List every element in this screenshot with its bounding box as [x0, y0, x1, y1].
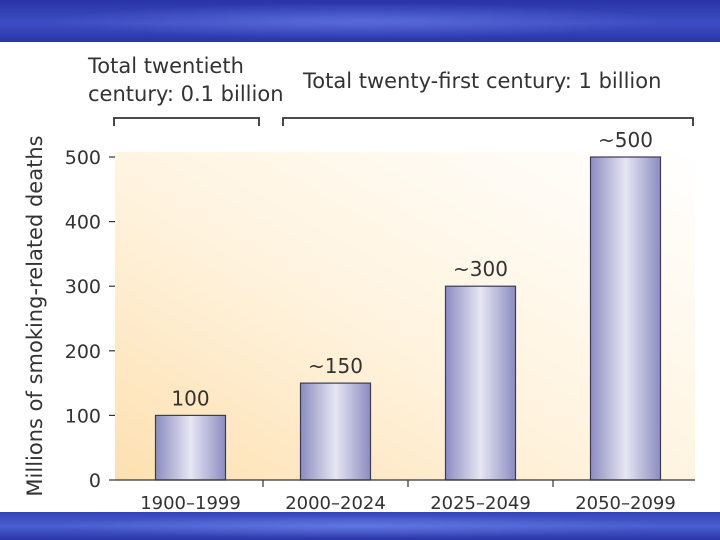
y-tick-label: 100 — [65, 405, 101, 427]
group-bracket — [282, 117, 694, 126]
top-banner — [0, 0, 720, 42]
x-tick-label: 1900–1999 — [140, 493, 241, 512]
y-tick-label: 0 — [89, 470, 101, 492]
x-tick-label: 2025–2049 — [430, 493, 531, 512]
bar — [444, 285, 517, 481]
smoking-deaths-bar-chart: Millions of smoking-related deaths 0 100 2… — [23, 54, 695, 512]
x-tick-label: 2050–2099 — [575, 493, 676, 512]
x-tick-label: 2000–2024 — [285, 493, 386, 512]
y-tick-label: 200 — [65, 341, 101, 363]
group-label: Total twenty-first century: 1 billion — [302, 69, 661, 93]
bar — [589, 156, 662, 481]
group-annotations: Total twentieth century: 0.1 billion Total… — [87, 54, 694, 126]
bar-value-label: 100 — [171, 386, 209, 410]
bar — [299, 382, 372, 481]
bar — [154, 414, 227, 481]
bar-value-label: ~300 — [453, 257, 508, 281]
group-bracket — [113, 117, 260, 126]
bar-value-label: ~150 — [308, 354, 363, 378]
y-tick-label: 400 — [65, 212, 101, 234]
group-label: Total twentieth — [87, 54, 244, 78]
bottom-banner — [0, 512, 720, 540]
y-axis: 0 100 200 300 400 500 — [65, 147, 115, 492]
bar-value-label: ~500 — [598, 128, 653, 152]
group-label: century: 0.1 billion — [88, 82, 284, 106]
x-axis: 1900–1999 2000–2024 2025–2049 2050–2099 — [115, 479, 695, 512]
y-tick-label: 300 — [65, 276, 101, 298]
y-axis-label: Millions of smoking-related deaths — [23, 135, 47, 496]
y-tick-label: 500 — [65, 147, 101, 169]
bars: 100 ~150 ~300 ~500 — [154, 128, 662, 481]
